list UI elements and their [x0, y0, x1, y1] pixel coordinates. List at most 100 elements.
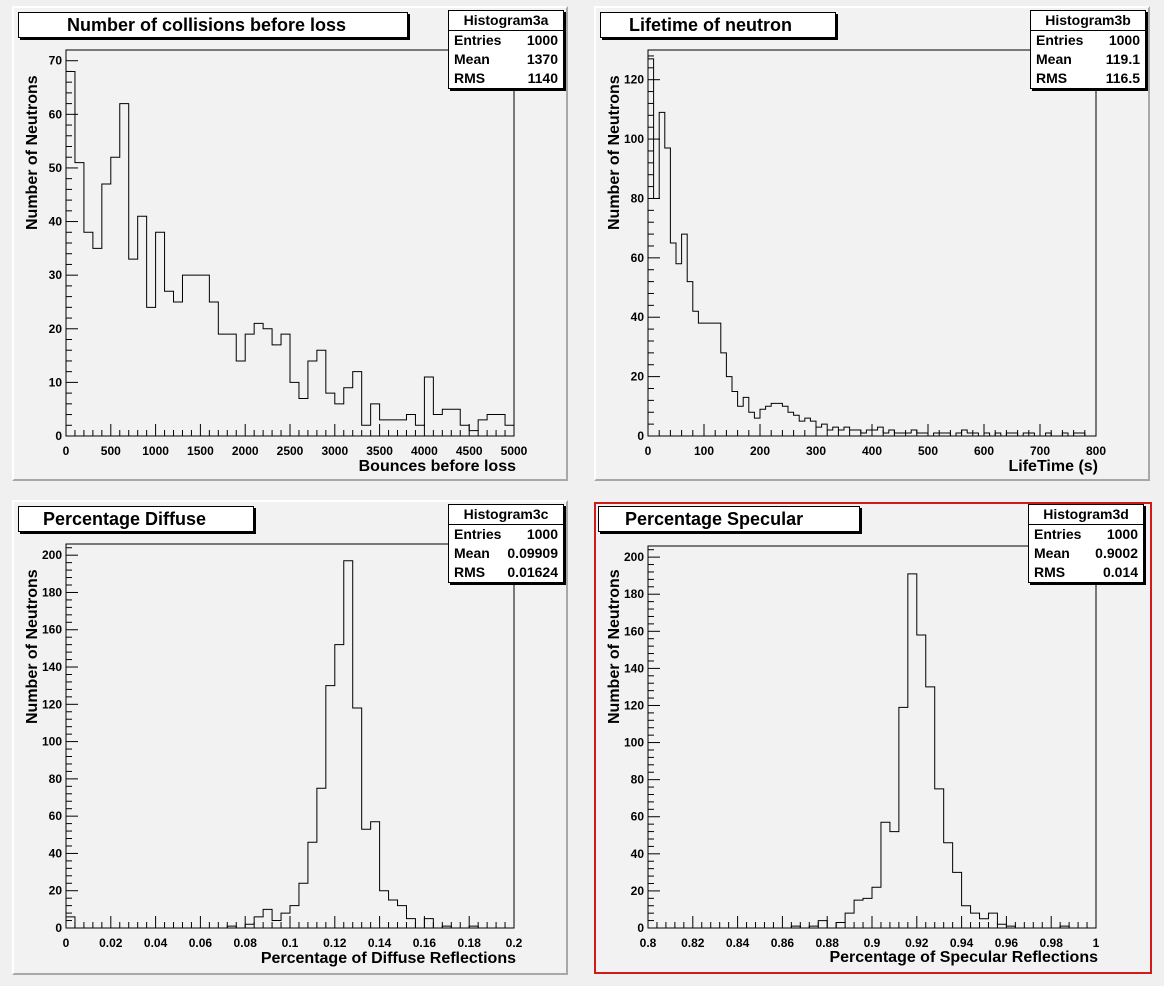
stats-key: Mean: [1034, 545, 1070, 561]
stats-key: Mean: [1036, 51, 1072, 67]
stats-value: 1000: [526, 32, 558, 48]
y-tick-label: 70: [49, 54, 63, 68]
chart-title: Number of collisions before loss: [18, 12, 408, 38]
x-tick-label: 0.2: [506, 936, 523, 950]
stats-value: 1370: [526, 51, 558, 67]
pad-histogram3a[interactable]: 0 500 1000 1500 2000 2500 3000 3500 4000 4500 5000…: [12, 6, 568, 481]
y-tick-label: 120: [624, 698, 644, 712]
stats-row-entries: Entries 1000: [1029, 525, 1143, 544]
stats-value: 0.9002: [1095, 545, 1138, 561]
stats-key: RMS: [454, 70, 486, 86]
x-tick-label: 0.94: [950, 936, 974, 950]
stats-row-mean: Mean 119.1: [1031, 50, 1145, 69]
histogram-line: [65, 560, 514, 929]
x-tick-label: 700: [1030, 444, 1050, 458]
stats-row-rms: RMS 0.014: [1029, 563, 1143, 582]
pad-histogram3b[interactable]: 0 100 200 300 400 500 600 700 800 0 20 40 60 80 100 120…: [594, 6, 1150, 481]
pad-histogram3c[interactable]: 0 0.02 0.04 0.06 0.08 0.1 0.12 0.14 0.16 0.18 0.2 0…: [12, 500, 568, 975]
x-tick-label: 2000: [232, 444, 259, 458]
x-tick-label: 3500: [366, 444, 393, 458]
x-tick-label: 600: [974, 444, 994, 458]
y-tick-label: 60: [49, 809, 63, 823]
stats-key: Mean: [454, 51, 490, 67]
x-axis-label: Percentage of Diffuse Reflections: [260, 950, 516, 967]
stats-key: Entries: [1034, 526, 1082, 542]
y-tick-label: 20: [631, 884, 645, 898]
histogram3b-plot: 0 100 200 300 400 500 600 700 800 0 20 40 60 80 100 120: [624, 49, 1106, 458]
y-tick-label: 60: [631, 810, 645, 824]
y-tick-label: 180: [624, 587, 644, 601]
x-tick-label: 300: [806, 444, 826, 458]
y-tick-label: 140: [624, 661, 644, 675]
y-tick-label: 100: [42, 735, 62, 749]
x-tick-label: 1500: [187, 444, 214, 458]
x-tick-label: 4000: [411, 444, 438, 458]
stats-value: 0.09909: [507, 545, 558, 561]
y-tick-label: 30: [49, 268, 63, 282]
x-tick-label: 800: [1086, 444, 1106, 458]
y-tick-label: 40: [631, 847, 645, 861]
x-tick-label: 1000: [142, 444, 169, 458]
stats-key: Entries: [454, 526, 502, 542]
stats-key: Mean: [454, 545, 490, 561]
x-tick-label: 500: [101, 444, 121, 458]
y-tick-label: 0: [55, 429, 62, 443]
x-tick-label: 0.82: [681, 936, 705, 950]
y-tick-label: 200: [624, 550, 644, 564]
stats-value: 1000: [1106, 526, 1138, 542]
y-tick-label: 200: [42, 548, 62, 562]
x-axis-label: LifeTime (s): [1008, 458, 1099, 475]
stats-box[interactable]: Histogram3a Entries 1000 Mean 1370 RMS 1…: [448, 10, 564, 89]
y-tick-label: 20: [49, 322, 63, 336]
stats-name: Histogram3d: [1029, 505, 1143, 525]
stats-value: 116.5: [1105, 70, 1140, 86]
histogram-line: [647, 58, 1096, 437]
x-tick-label: 0.06: [189, 936, 213, 950]
x-tick-label: 0.18: [458, 936, 482, 950]
plot-frame: [647, 545, 1097, 929]
x-tick-label: 0.98: [1040, 936, 1064, 950]
y-tick-label: 20: [49, 884, 63, 898]
y-axis-label: Number of Neutrons: [606, 569, 623, 724]
stats-key: RMS: [1034, 564, 1066, 580]
stats-name: Histogram3a: [449, 11, 563, 31]
x-tick-label: 0: [645, 444, 652, 458]
x-tick-label: 0.02: [99, 936, 123, 950]
x-tick-label: 0.8: [640, 936, 657, 950]
y-axis-label: Number of Neutrons: [24, 75, 41, 230]
stats-value: 1000: [1108, 32, 1140, 48]
stats-row-rms: RMS 116.5: [1031, 69, 1145, 88]
y-tick-label: 60: [631, 251, 645, 265]
y-tick-label: 120: [42, 697, 62, 711]
histogram-line: [648, 573, 1096, 929]
stats-box[interactable]: Histogram3d Entries 1000 Mean 0.9002 RMS…: [1028, 504, 1144, 583]
y-axis-label: Number of Neutrons: [606, 75, 623, 230]
x-tick-label: 0.12: [323, 936, 347, 950]
stats-box[interactable]: Histogram3b Entries 1000 Mean 119.1 RMS …: [1030, 10, 1146, 89]
stats-name: Histogram3b: [1031, 11, 1145, 31]
x-tick-label: 0.92: [905, 936, 929, 950]
x-axis-label: Percentage of Specular Reflections: [829, 949, 1098, 966]
x-tick-label: 0.16: [413, 936, 437, 950]
histogram-line: [65, 70, 515, 436]
y-tick-label: 80: [631, 773, 645, 787]
chart-title: Percentage Diffuse: [18, 506, 254, 532]
stats-value: 1140: [527, 70, 558, 86]
x-tick-label: 0.86: [771, 936, 795, 950]
x-tick-label: 400: [862, 444, 882, 458]
stats-row-rms: RMS 0.01624: [449, 563, 563, 582]
x-tick-label: 3000: [321, 444, 348, 458]
stats-row-rms: RMS 1140: [449, 69, 563, 88]
x-tick-label: 1: [1093, 936, 1100, 950]
y-tick-label: 100: [624, 736, 644, 750]
y-tick-label: 0: [637, 429, 644, 443]
stats-box[interactable]: Histogram3c Entries 1000 Mean 0.09909 RM…: [448, 504, 564, 583]
stats-value: 119.1: [1105, 51, 1140, 67]
stats-key: RMS: [1036, 70, 1068, 86]
x-tick-label: 0.14: [368, 936, 392, 950]
x-tick-label: 500: [918, 444, 938, 458]
x-tick-label: 0.08: [234, 936, 258, 950]
pad-histogram3d[interactable]: 0.8 0.82 0.84 0.86 0.88 0.9 0.92 0.94 0.96 0.98 1 0…: [594, 502, 1152, 974]
y-tick-label: 50: [49, 161, 63, 175]
y-tick-label: 20: [631, 370, 645, 384]
